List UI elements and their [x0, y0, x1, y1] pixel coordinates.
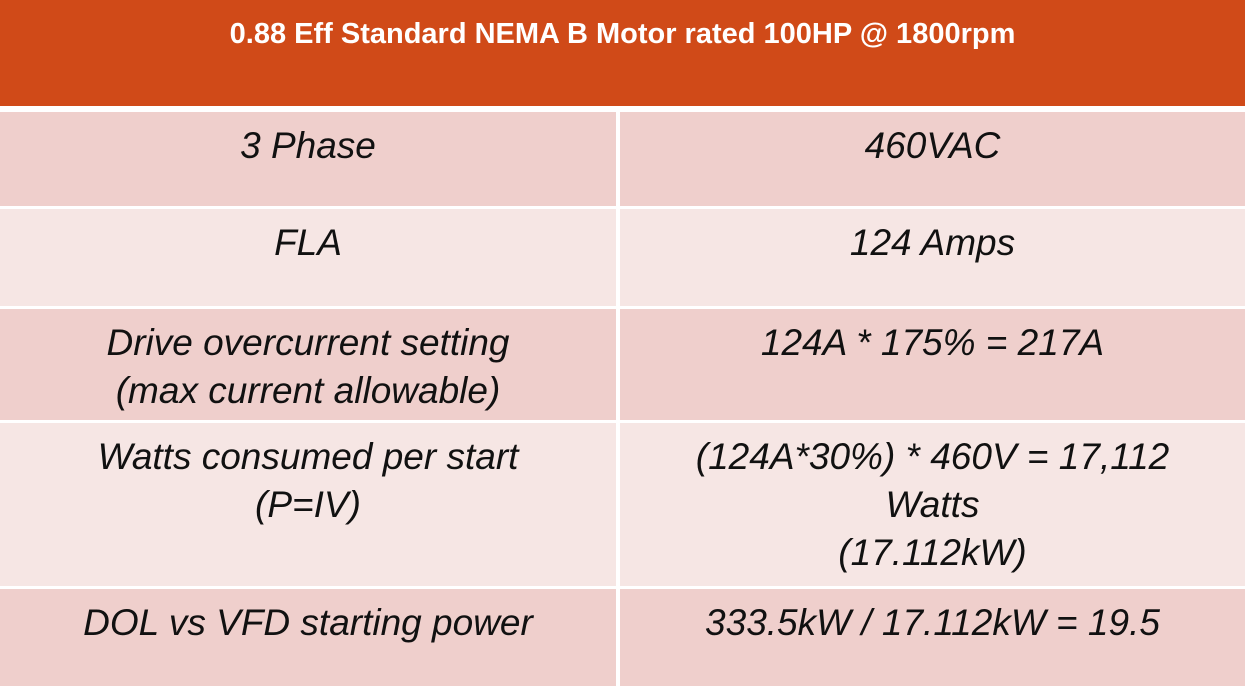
cell-text: Watts [885, 484, 980, 525]
cell-text: (17.112kW) [838, 532, 1027, 573]
table-cell: 3 Phase [0, 112, 616, 206]
table-cell: Watts consumed per start (P=IV) [0, 423, 616, 586]
cell-text: Drive overcurrent setting [106, 322, 510, 363]
cell-text: FLA [274, 222, 342, 263]
cell-text: 333.5kW / 17.112kW = 19.5 [705, 602, 1160, 643]
cell-text: DOL vs VFD starting power [83, 602, 533, 643]
table-cell: 333.5kW / 17.112kW = 19.5 [620, 589, 1245, 686]
cell-text: (P=IV) [255, 484, 361, 525]
cell-text: (124A*30%) * 460V = 17,112 [695, 436, 1170, 477]
cell-text: 124 Amps [849, 222, 1016, 263]
cell-text: 460VAC [864, 125, 1001, 166]
table-header: 0.88 Eff Standard NEMA B Motor rated 100… [0, 0, 1245, 106]
table-cell: 124 Amps [620, 209, 1245, 306]
table-cell: 460VAC [620, 112, 1245, 206]
table-cell: 124A * 175% = 217A [620, 309, 1245, 420]
cell-text: 3 Phase [240, 125, 376, 166]
cell-text: (max current allowable) [115, 370, 501, 411]
table-cell: Drive overcurrent setting (max current al… [0, 309, 616, 420]
cell-text: 124A * 175% = 217A [760, 322, 1105, 363]
table-cell: FLA [0, 209, 616, 306]
table-cell: (124A*30%) * 460V = 17,112 Watts (17.112kW… [620, 423, 1245, 586]
cell-text: Watts consumed per start [97, 436, 519, 477]
table-cell: DOL vs VFD starting power [0, 589, 616, 686]
